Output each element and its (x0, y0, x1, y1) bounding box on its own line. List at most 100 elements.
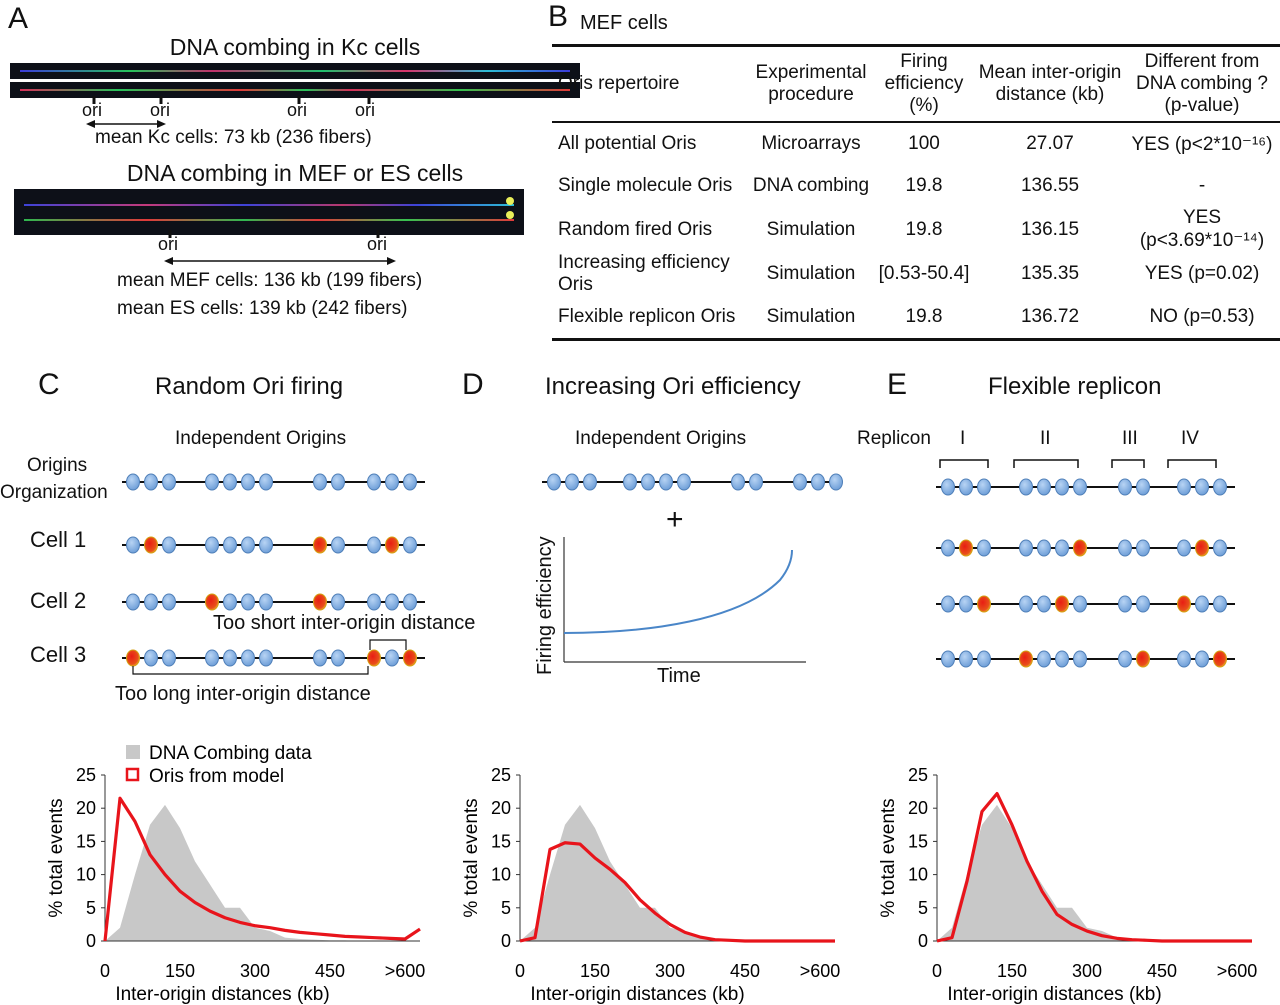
origin (731, 473, 745, 491)
fired-origin (126, 649, 140, 667)
panel-b-letter: B (548, 0, 569, 33)
origin (126, 536, 140, 554)
combing-area (105, 804, 420, 941)
cell: 136.72 (1020, 306, 1080, 327)
origin (941, 539, 955, 557)
too-short-bracket (369, 639, 407, 650)
origin (403, 536, 417, 554)
fired-origin (205, 593, 219, 611)
y-axis-label: % total events (878, 798, 899, 917)
origin (367, 593, 381, 611)
origin (1195, 650, 1209, 668)
origin (162, 649, 176, 667)
chart-increasing: 0 5 10 15 20 25 0 150 300 450 >600 Inter-origin dis… (461, 765, 841, 1005)
origin (1118, 595, 1132, 613)
cell: Simulation (766, 306, 856, 327)
replicon-bracket (1111, 459, 1145, 468)
too-long-bracket (132, 666, 369, 675)
replicon-iii: III (1122, 428, 1138, 449)
fired-origin (959, 539, 973, 557)
origin (313, 473, 327, 491)
table-header-row: Oris repertoire Experimental procedure F… (552, 45, 1280, 122)
fired-origin (385, 536, 399, 554)
cell: 100 (908, 133, 940, 154)
fired-origin (1177, 595, 1191, 613)
chart-random: 0 5 10 15 20 25 0 150 300 450 >600 Inter-origin dis… (46, 765, 426, 1005)
origin (126, 473, 140, 491)
origin (677, 473, 691, 491)
origin (367, 536, 381, 554)
origin (331, 473, 345, 491)
origin (331, 536, 345, 554)
y-tick-label: 0 (501, 931, 511, 951)
replicon-label: Replicon (857, 428, 931, 449)
efficiency-ylabel: Firing efficiency (534, 461, 557, 675)
panel-e-title: Flexible replicon (988, 373, 1162, 400)
origin (331, 593, 345, 611)
origin (205, 536, 219, 554)
fired-origin (1195, 539, 1209, 557)
th-different: Different from DNA combing ? (p-value) (1135, 51, 1268, 116)
origin (1037, 539, 1051, 557)
origins-label: Origins (27, 455, 88, 476)
origin (1195, 478, 1209, 496)
th-efficiency: Firing efficiency (%) (884, 51, 964, 116)
origin (385, 593, 399, 611)
combing-area (520, 804, 835, 941)
origin (403, 593, 417, 611)
panel-c-title: Random Ori firing (155, 373, 344, 400)
origin (331, 649, 345, 667)
origin (223, 536, 237, 554)
fired-origin (144, 536, 158, 554)
y-tick-label: 20 (491, 798, 511, 818)
fired-origin (1213, 650, 1227, 668)
x-tick-label: 0 (100, 961, 110, 981)
origin (259, 649, 273, 667)
origin (241, 649, 255, 667)
x-tick-label: 150 (165, 961, 195, 981)
origin (623, 473, 637, 491)
origin (1019, 539, 1033, 557)
chart-flexible: 0 5 10 15 20 25 0 150 300 450 >600 Inter-origin dis… (878, 765, 1257, 1005)
table-row: All potential Oris Microarrays 100 27.07 YES… (552, 122, 1280, 165)
origin (162, 473, 176, 491)
y-tick-label: 25 (491, 765, 511, 785)
cell: 19.8 (905, 306, 943, 327)
panel-e-diagram (936, 459, 1235, 668)
origin (641, 473, 655, 491)
cell: 27.07 (1026, 133, 1074, 154)
chart-legend: DNA Combing data Oris from model (125, 743, 312, 787)
model-line (936, 791, 1252, 943)
origin (1213, 478, 1227, 496)
origin (1073, 650, 1087, 668)
panel-c-subtitle: Independent Origins (175, 428, 347, 449)
cell: Simulation (766, 263, 856, 284)
origin (583, 473, 597, 491)
fired-origin (1019, 650, 1033, 668)
fired-origin (1055, 595, 1069, 613)
origin (223, 649, 237, 667)
origin (223, 473, 237, 491)
x-tick-label: 300 (655, 961, 685, 981)
cell: YES (p<2*10⁻¹⁶) (1131, 133, 1273, 155)
kc-ori-4: ori (355, 100, 376, 120)
origin (1037, 650, 1051, 668)
y-axis-label: % total events (461, 798, 482, 917)
model-line (103, 796, 421, 942)
origin (162, 593, 176, 611)
mef-table: Oris repertoire Experimental procedure F… (552, 44, 1280, 341)
origin (403, 473, 417, 491)
origin (1118, 650, 1132, 668)
x-tick-label: >600 (385, 961, 426, 981)
x-tick-label: >600 (800, 961, 841, 981)
mef-ori-markers (164, 230, 396, 265)
efficiency-ylabel-text: Firing efficiency (534, 536, 556, 675)
origin (126, 593, 140, 611)
origin (977, 539, 991, 557)
panel-d-title: Increasing Ori efficiency (545, 373, 801, 400)
mef-title: DNA combing in MEF or ES cells (126, 160, 464, 186)
cell: [0.53-50.4] (878, 263, 970, 284)
y-tick-label: 0 (86, 931, 96, 951)
origin (811, 473, 825, 491)
panel-b-title: MEF cells (580, 12, 668, 34)
